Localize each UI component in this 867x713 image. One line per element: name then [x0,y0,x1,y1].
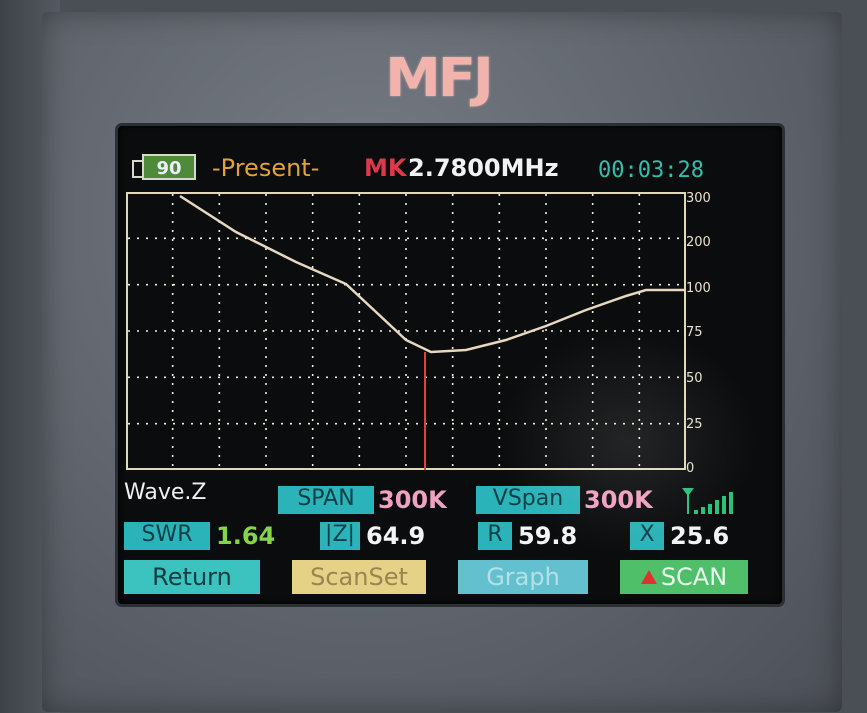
lcd-screen-frame: 90 -Present- MK 2.7800MHz 00:03:28 300 2… [118,126,782,604]
marker-label: MK [364,154,407,182]
channel-badge: 90 [142,154,196,180]
span-value: 300K [378,486,447,514]
swr-label: SWR [124,522,210,550]
span-label[interactable]: SPAN [278,486,374,514]
scan-button[interactable]: SCAN [620,560,748,594]
plot-grid [128,194,684,468]
impedance-label: |Z| [320,522,360,550]
return-button[interactable]: Return [124,560,260,594]
graph-button[interactable]: Graph [458,560,588,594]
wave-label: Wave.Z [124,480,207,505]
scan-button-label: SCAN [660,563,728,591]
y-tick-label: 50 [686,371,703,386]
impedance-curve [179,194,685,354]
vspan-value: 300K [584,486,653,514]
resistance-value: 59.8 [518,522,578,550]
marker-frequency: 2.7800MHz [408,154,559,182]
swr-value: 1.64 [216,522,276,550]
timer: 00:03:28 [598,158,704,183]
y-tick-label: 25 [686,417,703,432]
y-tick-label: 100 [686,281,711,296]
signal-bars-icon [682,488,733,514]
plot-border [126,192,686,470]
reactance-label: X [630,522,664,550]
impedance-plot [126,192,686,470]
scanset-button[interactable]: ScanSet [292,560,426,594]
y-tick-label: 200 [686,235,711,250]
brand-logo: MFJ [385,47,494,110]
y-tick-label: 75 [686,325,703,340]
reactance-value: 25.6 [670,522,730,550]
impedance-value: 64.9 [366,522,426,550]
channel-badge-tab [132,160,144,178]
y-axis: 300 200 100 75 50 25 0 [686,192,726,482]
y-tick-label: 0 [686,461,695,476]
scan-triangle-icon [640,570,657,584]
lcd-screen: 90 -Present- MK 2.7800MHz 00:03:28 300 2… [118,126,782,604]
resistance-label: R [478,522,512,550]
mode-label: -Present- [212,154,320,182]
y-tick-label: 300 [686,191,711,206]
vspan-label[interactable]: VSpan [476,486,580,514]
